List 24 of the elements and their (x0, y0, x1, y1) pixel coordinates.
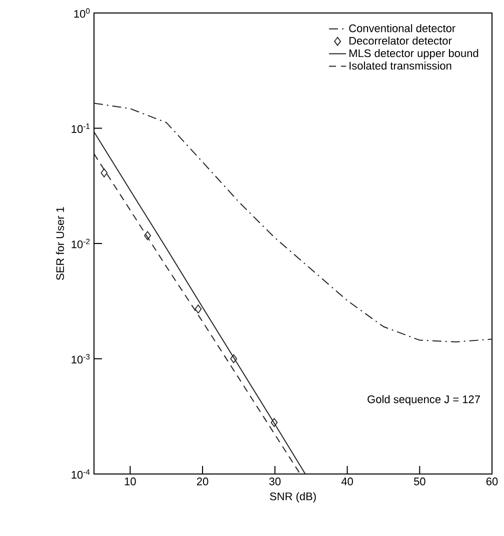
x-tick-label: 60 (486, 478, 498, 486)
x-axis-title: SNR (dB) (270, 492, 316, 502)
x-tick-label: 20 (196, 478, 208, 486)
x-tick-label: 40 (341, 478, 353, 486)
legend-label: Conventional detector (349, 24, 456, 32)
y-tick-label: 10$^{-2}$ (72, 238, 90, 248)
x-tick-label: 10 (124, 478, 136, 486)
y-tick-label: 10$^{0}$ (74, 8, 90, 18)
point (144, 231, 151, 240)
point (270, 418, 278, 427)
y-axis-title: SER for User 1 (56, 207, 64, 280)
legend-label: MLS detector upper bound (349, 49, 478, 60)
x-tick-label: 50 (414, 478, 426, 486)
point (100, 168, 108, 178)
annotation: Gold sequence J = 127 (368, 395, 480, 406)
x-tick-label: 30 (269, 478, 281, 486)
point (194, 304, 202, 314)
legend-label: Decorrelator detector (349, 36, 452, 45)
point (230, 354, 238, 364)
y-tick-label: 10$^{-4}$ (72, 469, 90, 479)
y-tick-label: 10$^{-1}$ (72, 124, 90, 133)
line-series (94, 102, 492, 342)
legend-label: Isolated transmission (350, 62, 452, 70)
y-tick-label: 10$^{-3}$ (72, 354, 90, 364)
